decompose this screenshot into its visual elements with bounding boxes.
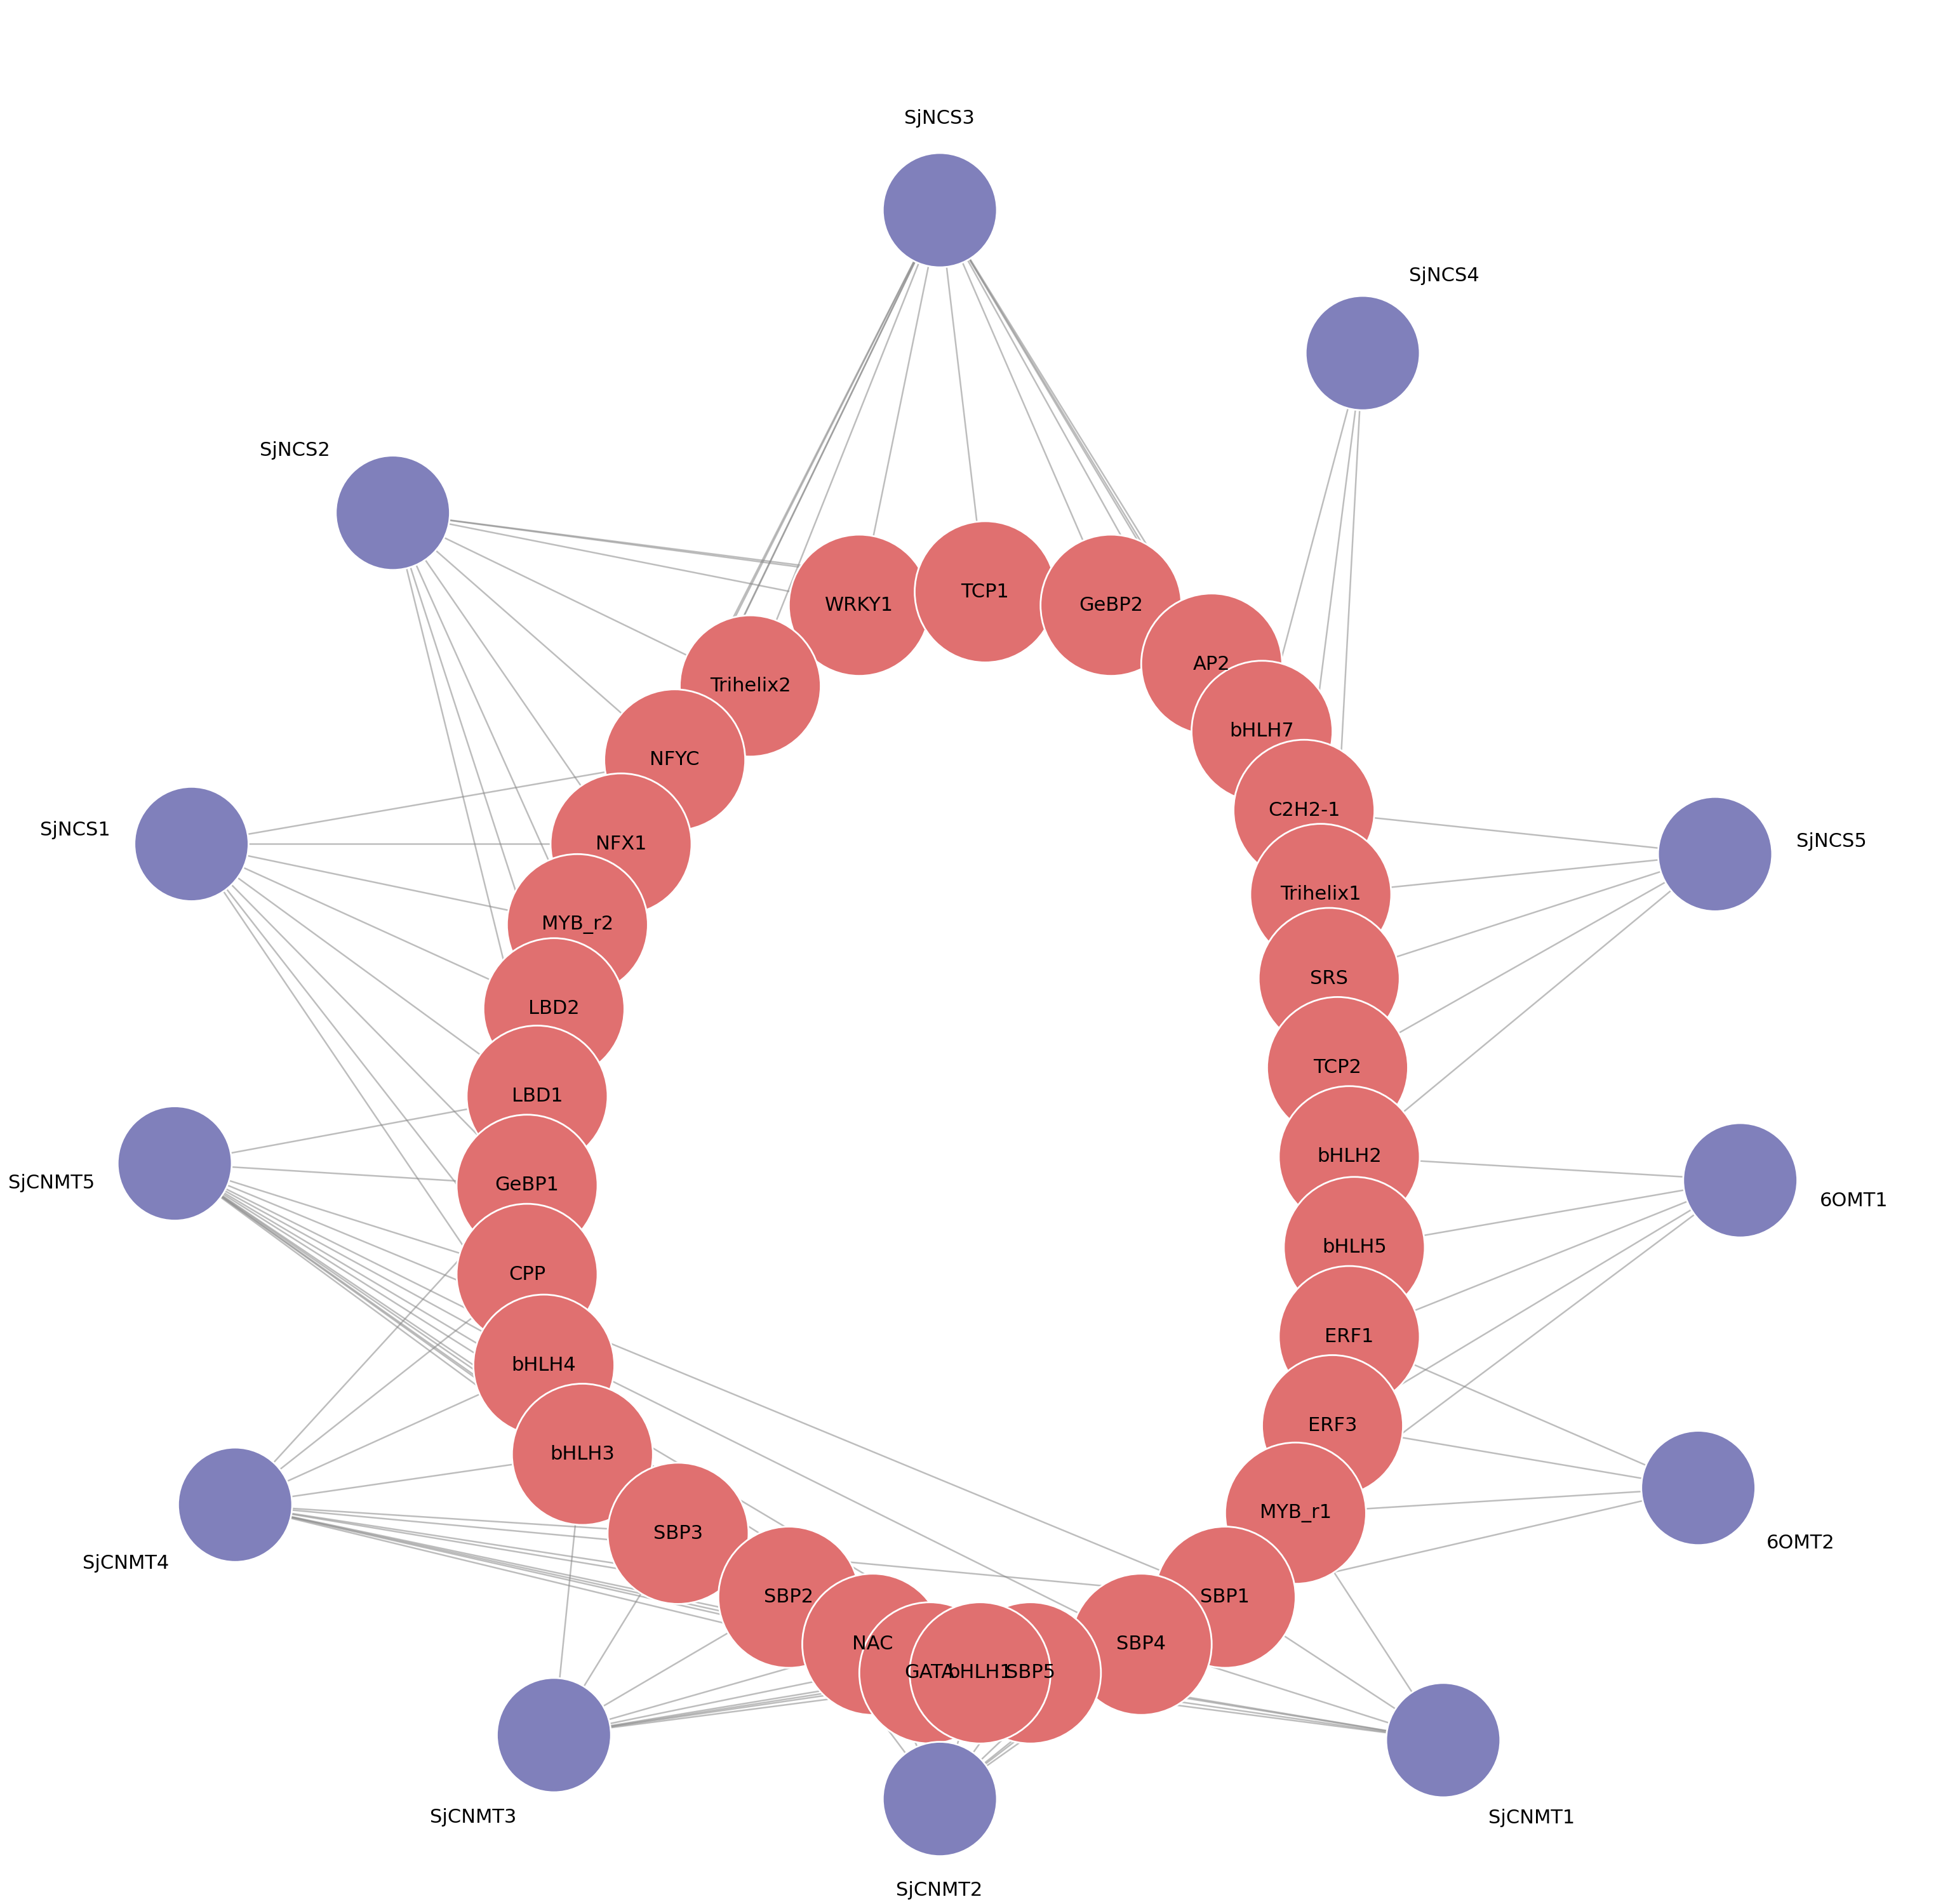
Text: bHLH7: bHLH7: [1230, 722, 1295, 741]
Text: NFYC: NFYC: [649, 750, 700, 769]
Circle shape: [1071, 1575, 1211, 1716]
Circle shape: [608, 1462, 749, 1603]
Text: GATA: GATA: [905, 1664, 955, 1681]
Circle shape: [1642, 1430, 1755, 1546]
Text: LBD2: LBD2: [528, 1000, 579, 1019]
Text: TCP1: TCP1: [961, 583, 1010, 602]
Circle shape: [1154, 1527, 1295, 1668]
Circle shape: [604, 689, 745, 830]
Text: Trihelix2: Trihelix2: [710, 676, 792, 695]
Circle shape: [883, 1742, 996, 1856]
Circle shape: [550, 773, 692, 914]
Circle shape: [1283, 1177, 1425, 1318]
Text: NFX1: NFX1: [595, 834, 647, 853]
Circle shape: [1683, 1123, 1798, 1238]
Circle shape: [466, 1026, 608, 1167]
Text: NAC: NAC: [852, 1636, 893, 1653]
Circle shape: [860, 1603, 1000, 1744]
Circle shape: [790, 535, 930, 676]
Circle shape: [883, 152, 996, 267]
Circle shape: [681, 615, 821, 756]
Circle shape: [1657, 798, 1773, 912]
Text: SRS: SRS: [1310, 969, 1347, 988]
Text: SjNCS5: SjNCS5: [1796, 832, 1866, 851]
Circle shape: [1268, 998, 1408, 1139]
Text: ERF3: ERF3: [1308, 1417, 1357, 1436]
Text: bHLH1: bHLH1: [948, 1664, 1012, 1681]
Circle shape: [1306, 295, 1420, 409]
Text: 6OMT2: 6OMT2: [1767, 1535, 1835, 1552]
Text: TCP2: TCP2: [1314, 1059, 1361, 1078]
Text: GeBP2: GeBP2: [1078, 596, 1143, 615]
Text: SjNCS4: SjNCS4: [1408, 267, 1478, 286]
Circle shape: [456, 1114, 597, 1257]
Text: WRKY1: WRKY1: [825, 596, 893, 615]
Circle shape: [1250, 824, 1390, 965]
Text: 6OMT1: 6OMT1: [1819, 1192, 1888, 1209]
Circle shape: [484, 939, 624, 1080]
Circle shape: [177, 1447, 292, 1561]
Text: SjNCS2: SjNCS2: [259, 442, 330, 461]
Text: bHLH3: bHLH3: [550, 1445, 614, 1464]
Circle shape: [1141, 594, 1283, 735]
Circle shape: [507, 855, 647, 996]
Text: CPP: CPP: [509, 1266, 546, 1283]
Text: SjNCS3: SjNCS3: [905, 109, 975, 128]
Text: SBP2: SBP2: [764, 1588, 813, 1607]
Text: SjCNMT2: SjCNMT2: [897, 1881, 983, 1900]
Text: LBD1: LBD1: [511, 1087, 564, 1106]
Circle shape: [497, 1677, 610, 1792]
Text: SjNCS1: SjNCS1: [41, 821, 111, 840]
Circle shape: [1225, 1443, 1367, 1584]
Circle shape: [1258, 908, 1400, 1049]
Circle shape: [1041, 535, 1182, 676]
Text: AP2: AP2: [1193, 655, 1230, 674]
Circle shape: [1279, 1266, 1420, 1407]
Circle shape: [1386, 1683, 1500, 1797]
Circle shape: [474, 1295, 614, 1436]
Circle shape: [909, 1603, 1051, 1744]
Circle shape: [335, 455, 450, 569]
Text: ERF1: ERF1: [1324, 1327, 1375, 1346]
Circle shape: [456, 1203, 597, 1344]
Circle shape: [1279, 1085, 1420, 1228]
Circle shape: [1191, 661, 1332, 802]
Text: GeBP1: GeBP1: [495, 1177, 560, 1194]
Text: SBP5: SBP5: [1006, 1664, 1055, 1681]
Circle shape: [1234, 741, 1375, 882]
Circle shape: [801, 1575, 944, 1716]
Circle shape: [1262, 1356, 1402, 1497]
Circle shape: [513, 1384, 653, 1525]
Text: SjCNMT3: SjCNMT3: [429, 1809, 517, 1826]
Circle shape: [915, 522, 1055, 663]
Text: SBP4: SBP4: [1117, 1636, 1166, 1653]
Text: C2H2-1: C2H2-1: [1268, 802, 1340, 819]
Text: MYB_r2: MYB_r2: [542, 916, 614, 935]
Text: SBP1: SBP1: [1201, 1588, 1250, 1607]
Text: SjCNMT4: SjCNMT4: [82, 1554, 170, 1573]
Text: bHLH4: bHLH4: [511, 1356, 575, 1375]
Text: SBP3: SBP3: [653, 1523, 702, 1542]
Circle shape: [117, 1106, 232, 1220]
Text: MYB_r1: MYB_r1: [1260, 1504, 1332, 1523]
Text: bHLH2: bHLH2: [1316, 1148, 1383, 1165]
Text: SjCNMT5: SjCNMT5: [8, 1175, 96, 1192]
Text: bHLH5: bHLH5: [1322, 1238, 1386, 1257]
Text: Trihelix1: Trihelix1: [1281, 885, 1361, 904]
Text: SjCNMT1: SjCNMT1: [1488, 1809, 1576, 1828]
Circle shape: [959, 1603, 1102, 1744]
Circle shape: [135, 786, 248, 901]
Circle shape: [718, 1527, 860, 1668]
